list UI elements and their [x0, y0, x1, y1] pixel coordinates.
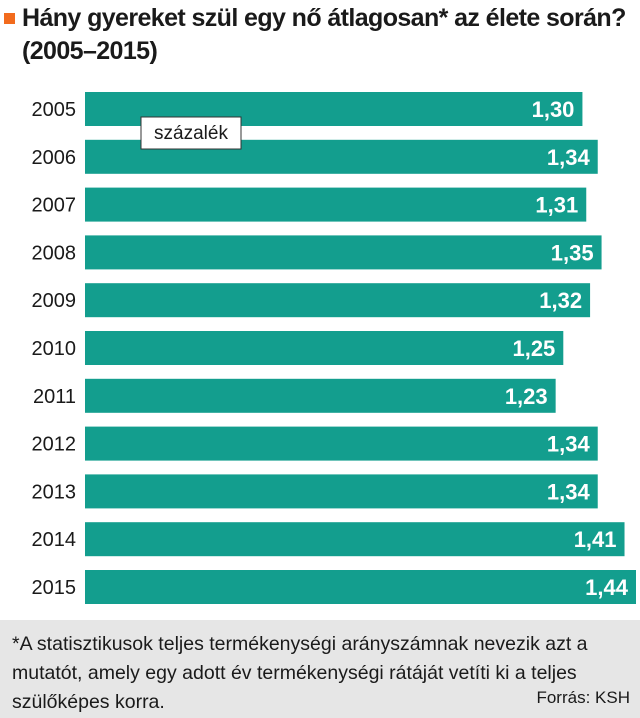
value-label-2014: 1,41	[574, 527, 617, 552]
bar-2014	[85, 522, 625, 557]
category-label-2012: 2012	[32, 434, 77, 456]
bar-2010	[85, 331, 564, 365]
category-label-2010: 2010	[32, 338, 77, 360]
bar-2012	[85, 426, 598, 461]
category-label-2006: 2006	[32, 147, 77, 169]
source-credit: Forrás: KSH	[536, 688, 630, 707]
bar-2013	[85, 474, 598, 509]
category-label-2011: 2011	[33, 386, 76, 408]
value-label-2007: 1,31	[535, 193, 578, 218]
value-label-2012: 1,34	[547, 432, 591, 457]
category-label-2005: 2005	[32, 99, 77, 121]
unit-label: százalék	[154, 123, 228, 144]
value-label-2013: 1,34	[547, 479, 591, 504]
value-label-2009: 1,32	[539, 288, 582, 313]
category-label-2015: 2015	[32, 577, 77, 599]
footnote: *A statisztikusok teljes termékenységi a…	[12, 633, 588, 713]
category-label-2008: 2008	[32, 242, 77, 264]
bar-2011	[85, 378, 556, 413]
chart-title: Hány gyereket szül egy nő átlagosan* az …	[22, 4, 626, 65]
category-label-2009: 2009	[32, 290, 77, 312]
value-label-2005: 1,30	[532, 97, 575, 122]
unit-label-box	[140, 116, 242, 150]
title-marker	[4, 13, 15, 24]
category-label-2014: 2014	[32, 529, 77, 551]
value-label-2006: 1,34	[547, 145, 591, 170]
footer: *A statisztikusok teljes termékenységi a…	[0, 620, 640, 718]
category-label-2013: 2013	[32, 481, 77, 503]
value-label-2015: 1,44	[585, 575, 629, 600]
bar-2008	[85, 235, 602, 270]
bar-2007	[85, 187, 587, 222]
bar-2015	[85, 570, 636, 604]
category-label-2007: 2007	[32, 195, 77, 217]
bar-chart: 2005 1,30 2006 1,34 2007 1,31 2008 1,35 2009 1,32…	[32, 92, 636, 604]
chart-header: Hány gyereket szül egy nő átlagosan* az …	[0, 0, 640, 80]
value-label-2011: 1,23	[505, 384, 548, 409]
bar-2009	[85, 283, 591, 318]
value-label-2010: 1,25	[512, 336, 555, 361]
value-label-2008: 1,35	[551, 240, 594, 265]
